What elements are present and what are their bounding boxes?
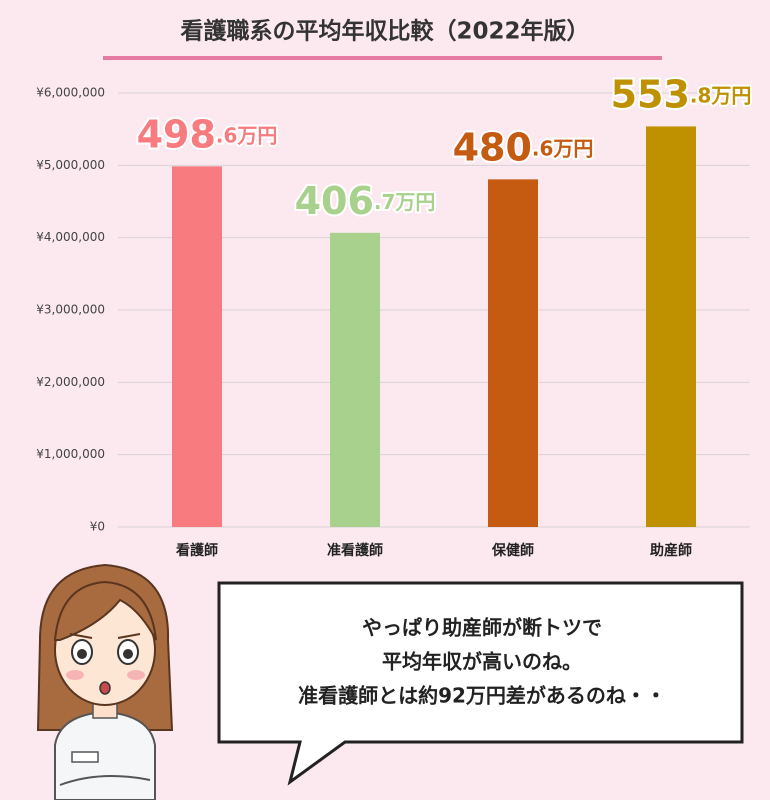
character bbox=[36, 563, 174, 800]
chart-title: 看護職系の平均年収比較（2022年版） bbox=[180, 18, 589, 45]
bar bbox=[488, 179, 538, 527]
y-tick-label: ¥0 bbox=[90, 520, 105, 534]
x-tick-label: 准看護師 bbox=[327, 542, 383, 559]
x-tick-label: 保健師 bbox=[491, 542, 534, 559]
bar bbox=[172, 166, 222, 527]
y-tick-label: ¥2,000,000 bbox=[36, 375, 105, 389]
x-tick-label: 助産師 bbox=[650, 542, 692, 559]
value-label: 553.8万円 bbox=[611, 72, 752, 116]
y-tick-label: ¥3,000,000 bbox=[36, 303, 105, 317]
value-label: 498.6万円 bbox=[137, 112, 278, 156]
bar bbox=[646, 126, 696, 527]
speech-line: 准看護師とは約92万円差があるのね・・ bbox=[298, 684, 666, 708]
plot: ¥0 ¥1,000,000 ¥2,000,000 ¥3,000,000 ¥4,000,0… bbox=[36, 70, 753, 559]
y-tick-label: ¥1,000,000 bbox=[36, 447, 105, 461]
speech-bubble: やっぱり助産師が断トツで平均年収が高いのね。准看護師とは約92万円差があるのね・… bbox=[217, 581, 744, 786]
bar bbox=[330, 232, 380, 528]
value-label: 406.7万円 bbox=[295, 178, 436, 222]
value-label: 480.6万円 bbox=[453, 125, 594, 169]
y-tick-label: ¥4,000,000 bbox=[36, 230, 105, 244]
speech-line: やっぱり助産師が断トツで bbox=[362, 616, 602, 640]
y-tick-label: ¥6,000,000 bbox=[36, 86, 105, 100]
x-tick-label: 看護師 bbox=[175, 542, 218, 559]
speech-line: 平均年収が高いのね。 bbox=[382, 650, 582, 674]
y-tick-label: ¥5,000,000 bbox=[36, 158, 105, 172]
